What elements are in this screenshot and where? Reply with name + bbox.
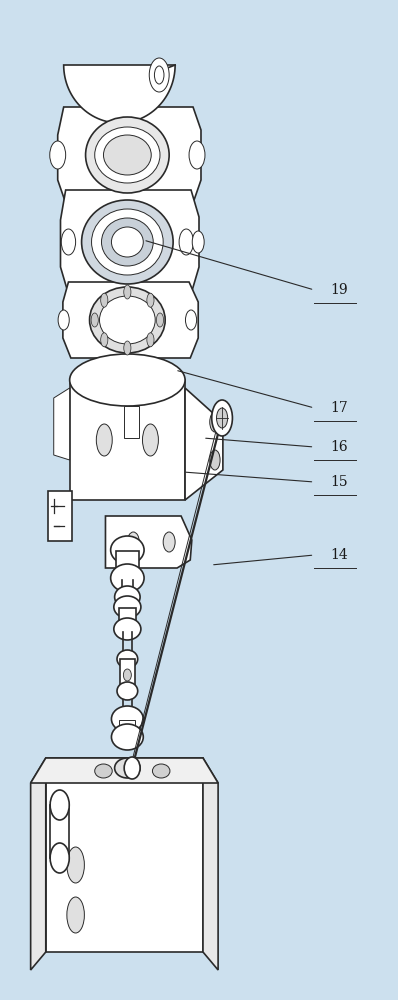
Ellipse shape [50,790,69,820]
Ellipse shape [152,764,170,778]
Ellipse shape [95,764,112,778]
Ellipse shape [124,341,131,355]
Text: 16: 16 [330,440,348,454]
Ellipse shape [103,135,151,175]
Text: 17: 17 [330,401,348,415]
Polygon shape [58,107,201,203]
Ellipse shape [149,58,169,92]
Ellipse shape [114,596,141,618]
Text: 15: 15 [330,475,348,489]
Polygon shape [185,388,223,500]
Ellipse shape [124,285,131,299]
Ellipse shape [210,412,220,432]
Polygon shape [31,758,46,970]
Ellipse shape [147,293,154,307]
Ellipse shape [61,229,76,255]
Polygon shape [70,380,185,500]
Polygon shape [48,491,72,541]
Ellipse shape [82,200,173,284]
Ellipse shape [127,532,139,552]
Ellipse shape [111,536,144,564]
Ellipse shape [163,532,175,552]
Ellipse shape [212,400,232,436]
Ellipse shape [117,650,138,668]
FancyBboxPatch shape [116,551,139,577]
Ellipse shape [90,287,165,353]
Ellipse shape [96,424,112,456]
Polygon shape [46,758,203,952]
Ellipse shape [95,127,160,183]
Text: 14: 14 [330,548,348,562]
FancyBboxPatch shape [119,608,136,628]
Ellipse shape [50,843,69,873]
Ellipse shape [156,313,164,327]
Ellipse shape [192,231,204,253]
Polygon shape [203,758,218,970]
FancyBboxPatch shape [119,720,135,736]
Ellipse shape [111,724,143,750]
Text: 19: 19 [330,283,348,297]
Ellipse shape [50,141,66,169]
Ellipse shape [100,296,155,344]
Ellipse shape [189,141,205,169]
Ellipse shape [111,706,143,732]
Ellipse shape [179,229,193,255]
Ellipse shape [142,424,158,456]
Ellipse shape [111,564,144,592]
Ellipse shape [67,847,84,883]
Polygon shape [31,758,218,783]
Ellipse shape [210,450,220,470]
Ellipse shape [70,354,185,406]
Ellipse shape [117,682,138,700]
Polygon shape [64,65,175,123]
Ellipse shape [101,333,108,347]
Ellipse shape [114,618,141,640]
Ellipse shape [185,310,197,330]
FancyBboxPatch shape [120,659,135,691]
Ellipse shape [86,117,169,193]
Polygon shape [63,282,198,358]
Ellipse shape [67,897,84,933]
Ellipse shape [115,586,140,608]
Ellipse shape [123,669,131,681]
Ellipse shape [92,209,163,275]
Polygon shape [105,516,192,568]
Ellipse shape [101,293,108,307]
Ellipse shape [124,757,140,779]
Ellipse shape [115,758,140,778]
Polygon shape [60,190,199,294]
Ellipse shape [111,227,143,257]
Polygon shape [54,388,70,460]
Ellipse shape [58,310,69,330]
Ellipse shape [101,218,153,266]
Ellipse shape [217,408,228,428]
Ellipse shape [91,313,98,327]
FancyBboxPatch shape [124,406,139,438]
Ellipse shape [147,333,154,347]
